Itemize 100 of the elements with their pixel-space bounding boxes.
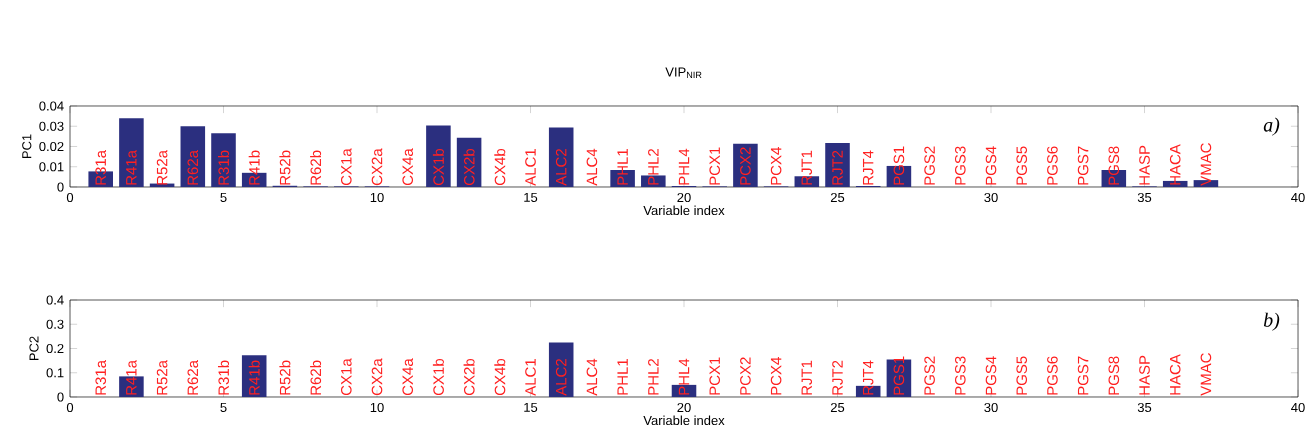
annotation: RJT1 bbox=[801, 360, 813, 395]
annotation: R52b bbox=[279, 150, 291, 185]
x-tick-label: 20 bbox=[677, 192, 691, 203]
annotation: PHL1 bbox=[617, 359, 628, 395]
annotation: HACA bbox=[1169, 144, 1181, 185]
annotation: R52a bbox=[156, 149, 168, 185]
x-tick-label: 25 bbox=[830, 192, 845, 203]
annotation: VMAC bbox=[1200, 143, 1212, 186]
x-tick-label: 5 bbox=[220, 402, 227, 412]
annotation: R52b bbox=[279, 360, 291, 395]
annotation: PHL2 bbox=[648, 359, 659, 395]
annotation: CX2a bbox=[371, 148, 383, 186]
bar bbox=[548, 127, 574, 187]
annotation: ALC2 bbox=[555, 359, 567, 396]
x-tick-label: 25 bbox=[830, 402, 845, 413]
y-tick-label: 0.1 bbox=[46, 368, 64, 378]
y-tick-label: 0.3 bbox=[46, 319, 64, 329]
annotation: R62a bbox=[187, 359, 199, 395]
annotation: CX2b bbox=[463, 358, 475, 396]
annotation: b) bbox=[1263, 312, 1280, 331]
annotation: RJT2 bbox=[832, 150, 843, 185]
y-tick-label: 0.01 bbox=[39, 162, 64, 172]
annotation: PGS8 bbox=[1108, 146, 1120, 185]
annotation: CX4a bbox=[402, 148, 414, 186]
annotation: R62a bbox=[187, 149, 199, 185]
bar bbox=[426, 125, 451, 187]
bar bbox=[119, 118, 144, 187]
annotation: CX2b bbox=[463, 148, 475, 186]
annotation: CX1b bbox=[432, 148, 444, 186]
annotation: RJT4 bbox=[862, 360, 874, 395]
annotation: R41b bbox=[248, 150, 260, 185]
annotation: ALC1 bbox=[525, 149, 536, 186]
annotation: ALC4 bbox=[586, 148, 598, 186]
annotation: PGS5 bbox=[1016, 356, 1028, 395]
x-tick-label: 40 bbox=[1291, 402, 1305, 413]
annotation: PCX2 bbox=[740, 357, 751, 395]
annotation: R31a bbox=[95, 359, 107, 395]
annotation: CX1b bbox=[432, 358, 444, 396]
annotation: CX4b bbox=[494, 148, 506, 186]
annotation: PGS7 bbox=[1077, 356, 1089, 395]
annotation: PHL4 bbox=[678, 148, 690, 185]
y-tick-label: 0.2 bbox=[46, 343, 64, 354]
annotation: HACA bbox=[1169, 354, 1181, 395]
x-tick-label: 5 bbox=[220, 192, 227, 202]
annotation: PCX4 bbox=[770, 357, 782, 395]
annotation: RJT2 bbox=[832, 360, 843, 395]
annotation: R41b bbox=[248, 360, 260, 395]
x-tick-label: 10 bbox=[370, 402, 384, 413]
x-tick-label: 15 bbox=[524, 402, 538, 412]
y-axis-title: PC2 bbox=[29, 336, 39, 361]
annotation: R31b bbox=[217, 150, 230, 185]
annotation: PGS6 bbox=[1047, 146, 1058, 185]
annotation: PGS2 bbox=[924, 146, 935, 185]
x-tick-label: 30 bbox=[984, 402, 998, 413]
annotation: PGS1 bbox=[893, 356, 905, 395]
annotation: PGS8 bbox=[1108, 356, 1120, 395]
annotation: PGS3 bbox=[954, 356, 966, 395]
annotation: R31a bbox=[95, 149, 107, 185]
annotation: PHL2 bbox=[648, 149, 659, 185]
annotation: PGS6 bbox=[1047, 356, 1058, 395]
annotation: PGS2 bbox=[924, 356, 935, 395]
x-tick-label: 0 bbox=[66, 192, 74, 203]
annotation: RJT1 bbox=[801, 150, 813, 185]
x-tick-label: 40 bbox=[1291, 192, 1305, 203]
annotation: PGS5 bbox=[1016, 146, 1028, 185]
x-tick-label: 30 bbox=[984, 192, 998, 203]
annotation: ALC1 bbox=[525, 359, 536, 396]
annotation: PCX2 bbox=[740, 147, 751, 185]
annotation: PGS1 bbox=[893, 146, 905, 185]
x-tick-label: 0 bbox=[66, 402, 74, 413]
x-tick-label: 20 bbox=[677, 402, 691, 413]
annotation: R41a bbox=[126, 359, 137, 395]
annotation: CX2a bbox=[371, 358, 383, 396]
bar bbox=[211, 133, 236, 187]
x-axis-title: Variable index bbox=[643, 205, 725, 216]
y-tick-label: 0 bbox=[57, 182, 64, 192]
annotation: ALC2 bbox=[555, 149, 567, 186]
annotation: PGS4 bbox=[985, 146, 997, 185]
annotation: HASP bbox=[1139, 355, 1150, 395]
y-axis-title: PC1 bbox=[22, 134, 32, 159]
annotation: HASP bbox=[1139, 145, 1150, 185]
annotation: PGS4 bbox=[985, 356, 997, 395]
x-tick-label: 35 bbox=[1137, 192, 1152, 203]
chart-title: VIP$_{NIR}$ bbox=[665, 67, 702, 79]
y-tick-label: 0.4 bbox=[46, 295, 64, 305]
annotation: PGS7 bbox=[1077, 146, 1089, 185]
annotation: R62b bbox=[310, 150, 322, 185]
annotation: VMAC bbox=[1200, 353, 1212, 396]
y-tick-label: 0.02 bbox=[39, 141, 64, 152]
y-tick-label: 0.04 bbox=[39, 101, 64, 111]
annotation: R62b bbox=[310, 360, 322, 395]
annotation: R41a bbox=[126, 149, 137, 185]
annotation: CX1a bbox=[340, 148, 352, 186]
annotation: R52a bbox=[156, 359, 168, 395]
annotation: PCX4 bbox=[770, 147, 782, 185]
annotation: ALC4 bbox=[586, 358, 598, 396]
annotation: PCX1 bbox=[709, 357, 721, 395]
bar bbox=[825, 143, 850, 187]
annotation: RJT4 bbox=[862, 150, 874, 185]
annotation: PHL4 bbox=[678, 358, 690, 395]
